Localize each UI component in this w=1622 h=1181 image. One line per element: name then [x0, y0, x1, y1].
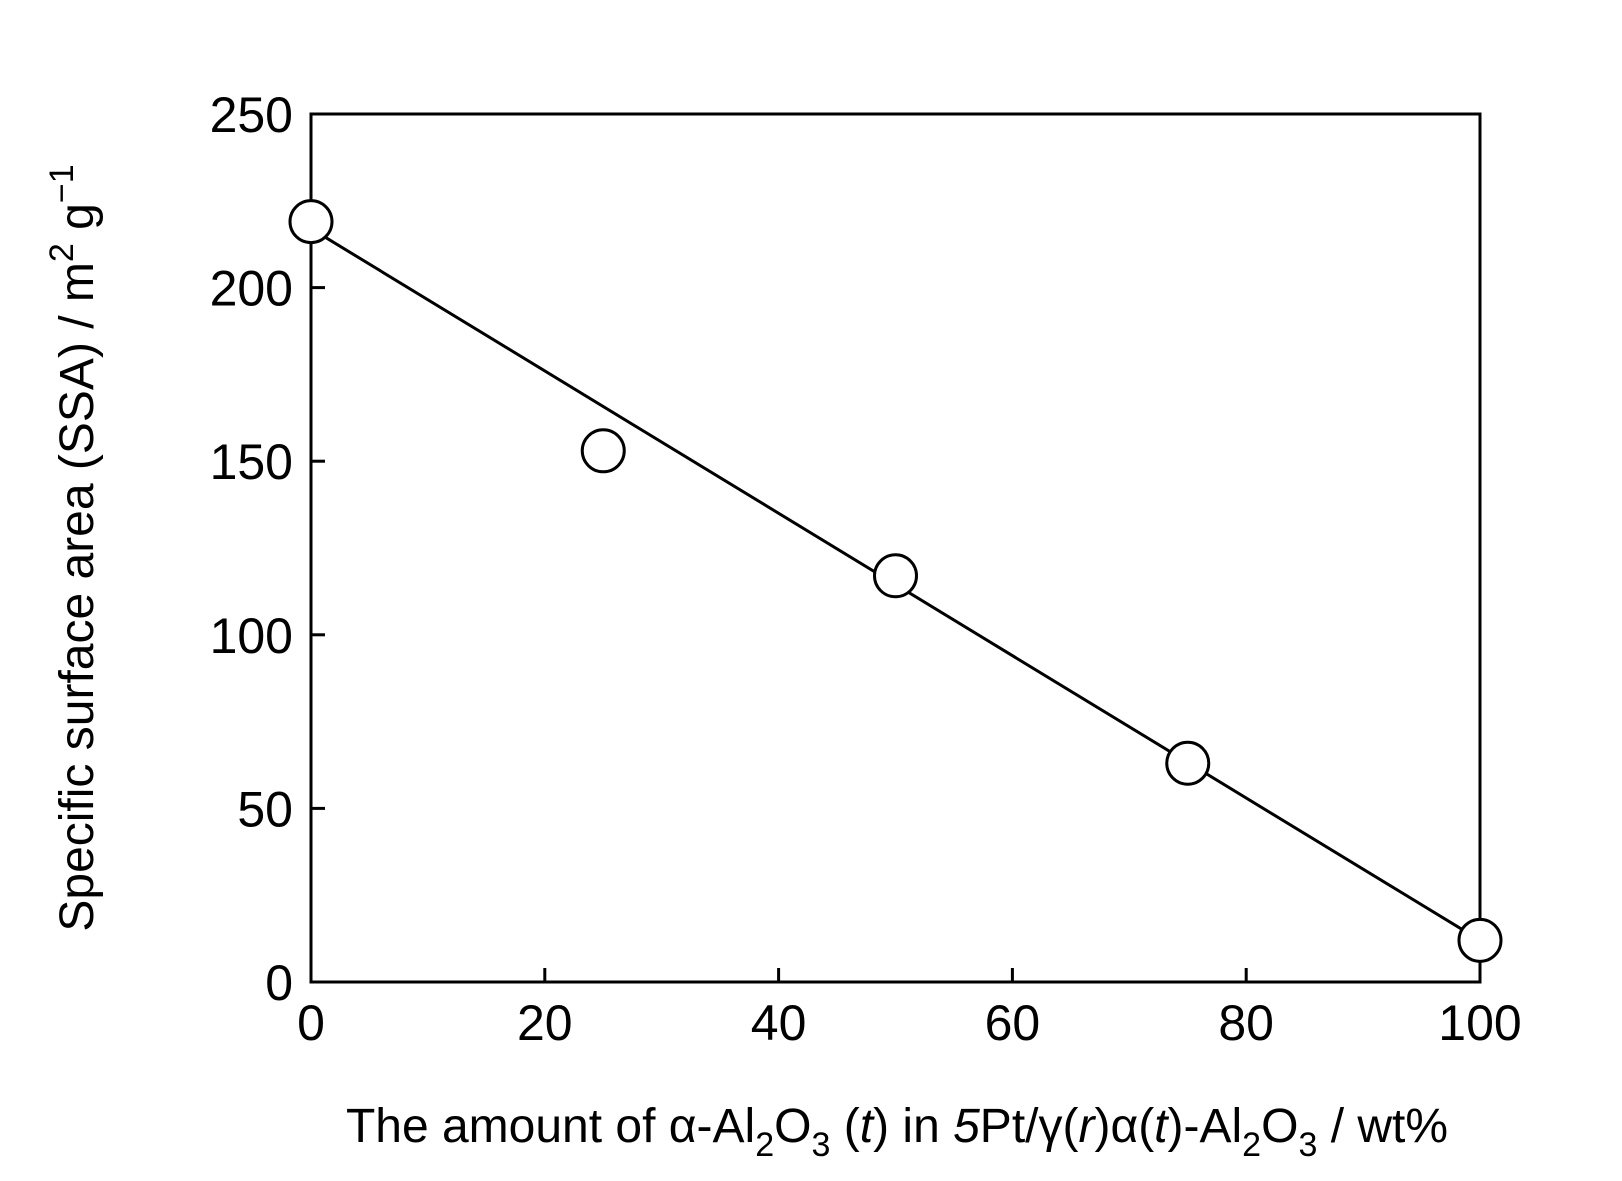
x-tick-label: 80 [1218, 995, 1274, 1051]
x-tick-label: 100 [1438, 995, 1521, 1051]
y-axis-ticks: 0 50 100 150 200 250 [210, 87, 325, 1011]
y-tick-label: 100 [210, 608, 293, 664]
x-tick-label: 40 [751, 995, 807, 1051]
y-tick-label: 150 [210, 434, 293, 490]
series-layer [288, 199, 1503, 963]
plot-frame [309, 112, 1482, 984]
data-point [580, 428, 626, 474]
y-tick-label: 0 [265, 955, 293, 1011]
y-axis-title: Specific surface area (SSA) / m2 g−1 [43, 164, 104, 931]
y-tick-label: 200 [210, 261, 293, 317]
x-tick-label: 60 [985, 995, 1041, 1051]
x-title-alpha: α [669, 1100, 697, 1153]
x-tick-label: 20 [517, 995, 573, 1051]
data-point [1165, 740, 1211, 786]
x-axis-ticks: 0 20 40 60 80 100 [297, 968, 1522, 1051]
x-tick-label: 0 [297, 995, 325, 1051]
data-point [1457, 917, 1503, 963]
x-axis-title: The amount of α-Al2O3 (t) in 5Pt/γ(r)α(t… [346, 1100, 1448, 1164]
y-tick-label: 50 [237, 781, 293, 837]
data-point [288, 199, 334, 245]
data-point [873, 553, 918, 599]
y-tick-label: 250 [210, 87, 293, 143]
